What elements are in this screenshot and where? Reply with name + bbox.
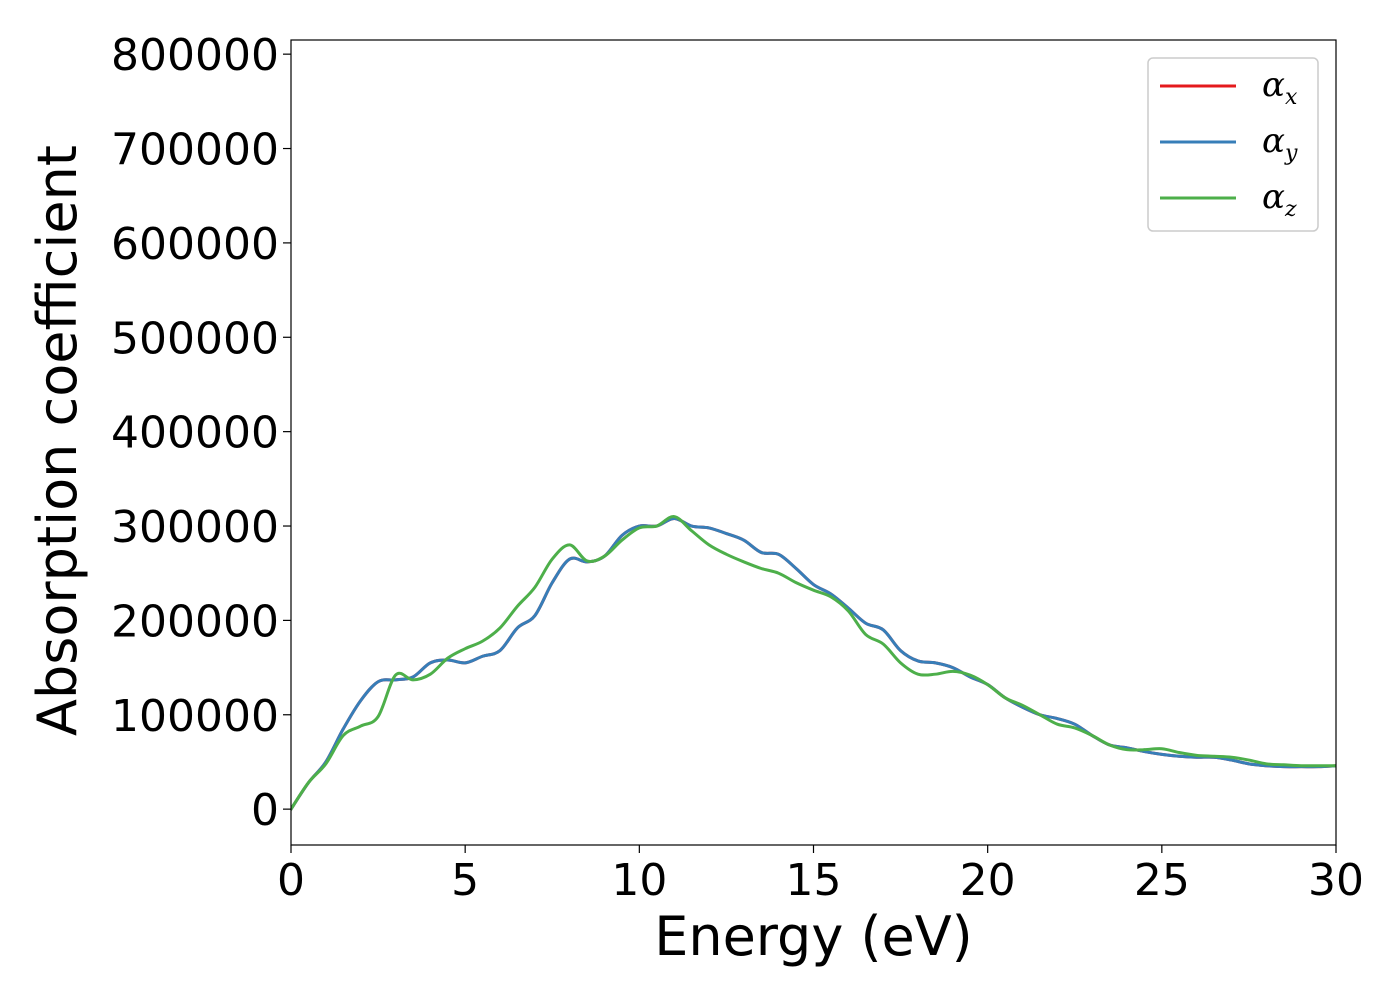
legend-label-base: α bbox=[1262, 177, 1285, 217]
y-axis-label: Absorption coefficient bbox=[26, 145, 89, 736]
y-tick-label: 200000 bbox=[111, 596, 279, 647]
y-tick-label: 800000 bbox=[111, 30, 279, 81]
x-tick-label: 15 bbox=[786, 855, 842, 906]
legend-label-base: α bbox=[1262, 121, 1285, 161]
y-tick-label: 0 bbox=[251, 785, 279, 836]
x-tick-label: 10 bbox=[611, 855, 667, 906]
y-tick-label: 100000 bbox=[111, 691, 279, 742]
x-tick-label: 0 bbox=[277, 855, 305, 906]
y-tick-label: 500000 bbox=[111, 313, 279, 364]
legend-box bbox=[1147, 57, 1319, 232]
legend-label-sub: x bbox=[1285, 85, 1298, 110]
y-tick-label: 700000 bbox=[111, 125, 279, 176]
legend-label-z: αz bbox=[1262, 177, 1297, 222]
y-tick-label: 400000 bbox=[111, 408, 279, 459]
legend-label-y: αy bbox=[1262, 121, 1298, 166]
legend-label-sub: z bbox=[1284, 197, 1297, 222]
x-tick-label: 25 bbox=[1134, 855, 1190, 906]
x-axis-label: Energy (eV) bbox=[654, 905, 973, 968]
x-tick-label: 20 bbox=[960, 855, 1016, 906]
legend-label-sub: y bbox=[1284, 141, 1298, 166]
series-line-y bbox=[291, 516, 1336, 811]
series-line-z bbox=[291, 515, 1336, 811]
y-tick-label: 300000 bbox=[111, 502, 279, 553]
axes-layer: 0 5 10 15 20 25 30 0 100000 200000 300000 400000 500… bbox=[111, 30, 1364, 906]
x-tick-label: 30 bbox=[1308, 855, 1364, 906]
series-layer bbox=[291, 515, 1336, 811]
y-tick-label: 600000 bbox=[111, 219, 279, 270]
x-tick-label: 5 bbox=[451, 855, 479, 906]
legend-label-base: α bbox=[1262, 65, 1285, 105]
legend-label-x: αx bbox=[1262, 65, 1298, 110]
